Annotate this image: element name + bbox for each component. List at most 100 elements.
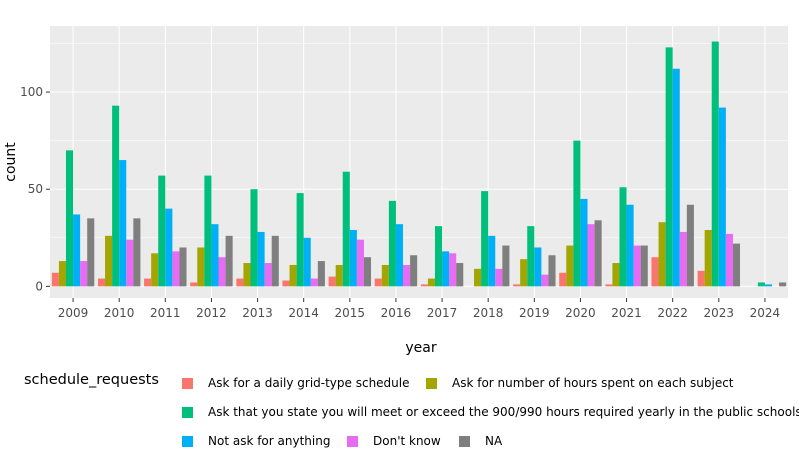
bar-2014-series-4 bbox=[310, 278, 318, 287]
legend-key-daily-grid bbox=[182, 377, 193, 389]
legend-item-na: NA bbox=[459, 434, 502, 448]
bar-2015-series-3 bbox=[349, 230, 357, 287]
bar-2013-series-0 bbox=[236, 278, 244, 287]
bar-2011-series-5 bbox=[179, 247, 187, 287]
x-tick-label: 2017 bbox=[427, 306, 458, 320]
bar-2016-series-1 bbox=[381, 264, 389, 287]
bar-2023-series-2 bbox=[711, 41, 719, 287]
bar-2019-series-1 bbox=[520, 259, 528, 287]
bar-2017-series-3 bbox=[442, 251, 450, 287]
bar-2012-series-2 bbox=[204, 175, 212, 287]
bar-2017-series-4 bbox=[449, 253, 457, 287]
bar-2013-series-4 bbox=[264, 263, 272, 287]
bar-2015-series-0 bbox=[328, 276, 336, 287]
bar-2018-series-1 bbox=[474, 268, 482, 287]
x-tick-label: 2013 bbox=[242, 306, 273, 320]
bar-2019-series-3 bbox=[534, 247, 542, 287]
bar-2012-series-4 bbox=[218, 257, 226, 287]
x-tick-label: 2014 bbox=[288, 306, 319, 320]
legend-key-not-ask bbox=[182, 435, 193, 447]
x-tick-label: 2010 bbox=[104, 306, 135, 320]
bar-2018-series-5 bbox=[502, 245, 510, 287]
bar-2015-series-5 bbox=[363, 257, 372, 287]
bar-2017-series-2 bbox=[434, 226, 443, 287]
bar-2009-series-3 bbox=[73, 214, 81, 287]
bar-2014-series-0 bbox=[282, 280, 290, 287]
bar-2018-series-2 bbox=[481, 191, 489, 287]
legend-item-not-ask: Not ask for anything bbox=[182, 434, 330, 448]
bar-2010-series-3 bbox=[119, 160, 127, 287]
x-tick-label: 2011 bbox=[150, 306, 181, 320]
bar-2016-series-4 bbox=[403, 264, 411, 287]
bar-2019-series-5 bbox=[548, 255, 556, 287]
x-tick-label: 2018 bbox=[473, 306, 504, 320]
bar-2014-series-2 bbox=[296, 193, 304, 287]
legend-label-hours-per-subject: Ask for number of hours spent on each su… bbox=[452, 376, 734, 390]
bar-2012-series-5 bbox=[225, 235, 233, 287]
x-tick-label: 2023 bbox=[704, 306, 735, 320]
bar-2014-series-5 bbox=[317, 261, 325, 287]
bar-2012-series-3 bbox=[211, 224, 219, 287]
bar-2013-series-5 bbox=[271, 235, 279, 287]
bar-2009-series-0 bbox=[51, 272, 59, 287]
x-tick-label: 2020 bbox=[565, 306, 596, 320]
bar-2020-series-1 bbox=[566, 245, 574, 287]
bar-2009-series-4 bbox=[80, 261, 88, 287]
legend-label-dont-know: Don't know bbox=[373, 434, 441, 448]
y-tick-label: 0 bbox=[35, 279, 43, 293]
legend-label-meet-900-990-hours: Ask that you state you will meet or exce… bbox=[208, 405, 799, 419]
bar-2018-series-4 bbox=[495, 268, 503, 287]
bar-2019-series-0 bbox=[513, 284, 521, 287]
bar-2023-series-4 bbox=[725, 233, 733, 287]
bar-2017-series-0 bbox=[420, 284, 428, 287]
bar-2012-series-0 bbox=[190, 282, 198, 287]
x-tick-label: 2009 bbox=[58, 306, 89, 320]
bar-2010-series-0 bbox=[97, 278, 106, 287]
bar-2010-series-5 bbox=[133, 218, 141, 287]
bar-2021-series-5 bbox=[640, 245, 648, 287]
bar-2021-series-1 bbox=[612, 263, 620, 287]
bar-2012-series-1 bbox=[197, 247, 205, 287]
legend-key-meet-900-990-hours bbox=[182, 406, 193, 418]
bar-2023-series-0 bbox=[697, 270, 705, 287]
legend-item-meet-900-990-hours: Ask that you state you will meet or exce… bbox=[182, 405, 799, 419]
x-tick-label: 2022 bbox=[657, 306, 688, 320]
bar-2022-series-4 bbox=[679, 231, 687, 287]
bar-2022-series-5 bbox=[686, 204, 694, 287]
x-tick-label: 2016 bbox=[381, 306, 412, 320]
bar-2014-series-3 bbox=[303, 237, 311, 287]
bar-2019-series-4 bbox=[541, 274, 549, 287]
bar-2023-series-5 bbox=[732, 243, 741, 287]
x-tick-label: 2019 bbox=[519, 306, 550, 320]
bar-2022-series-0 bbox=[651, 257, 659, 287]
bar-2020-series-5 bbox=[594, 220, 602, 287]
x-tick-label: 2015 bbox=[335, 306, 366, 320]
legend-item-dont-know: Don't know bbox=[347, 434, 441, 448]
legend-title: schedule_requests bbox=[24, 372, 159, 388]
bar-2011-series-3 bbox=[165, 208, 173, 287]
bar-2021-series-2 bbox=[619, 187, 627, 287]
bar-2016-series-5 bbox=[410, 255, 418, 287]
x-tick-label: 2021 bbox=[611, 306, 642, 320]
bar-2022-series-1 bbox=[658, 222, 666, 287]
bar-2013-series-1 bbox=[243, 263, 251, 287]
bar-2018-series-3 bbox=[488, 235, 496, 287]
bar-2015-series-4 bbox=[356, 239, 364, 287]
legend: schedule_requests Ask for a daily grid-t… bbox=[0, 366, 799, 464]
bar-2024-series-2 bbox=[757, 282, 765, 287]
bar-2019-series-2 bbox=[527, 226, 535, 287]
bar-2020-series-4 bbox=[587, 224, 595, 287]
bar-2017-series-5 bbox=[456, 263, 464, 287]
bar-2010-series-4 bbox=[126, 239, 134, 287]
bar-2009-series-2 bbox=[65, 150, 74, 287]
bar-2022-series-2 bbox=[665, 47, 673, 287]
legend-item-daily-grid: Ask for a daily grid-type schedule bbox=[182, 376, 410, 390]
bar-2022-series-3 bbox=[672, 68, 680, 287]
bar-2023-series-3 bbox=[718, 107, 726, 287]
legend-item-hours-per-subject: Ask for number of hours spent on each su… bbox=[426, 376, 734, 390]
bar-2010-series-2 bbox=[112, 105, 120, 287]
bar-2020-series-3 bbox=[580, 198, 588, 287]
bar-2011-series-2 bbox=[158, 175, 166, 287]
legend-label-daily-grid: Ask for a daily grid-type schedule bbox=[208, 376, 410, 390]
bar-2013-series-2 bbox=[250, 189, 258, 287]
